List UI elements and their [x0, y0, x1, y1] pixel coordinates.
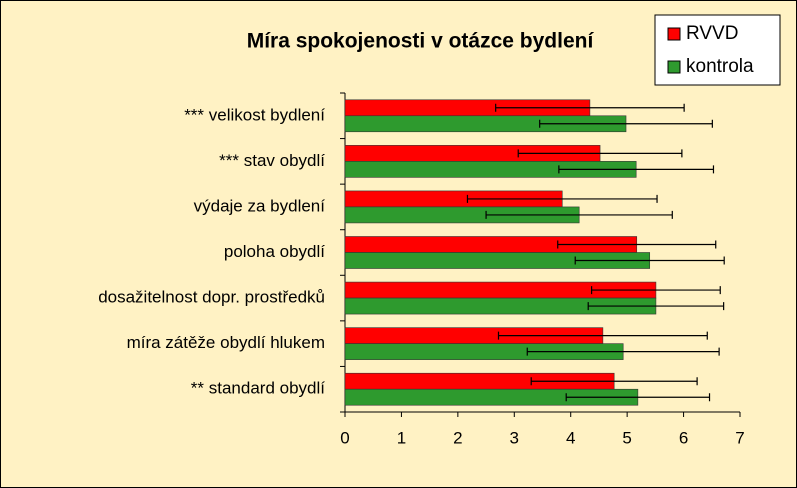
- error-bar: [497, 331, 708, 340]
- legend-swatch: [667, 60, 681, 74]
- error-bar: [565, 393, 711, 402]
- y-tick-label: *** stav obydlí: [219, 151, 325, 170]
- error-bar: [495, 103, 685, 112]
- error-bar: [574, 256, 725, 265]
- legend-label: kontrola: [686, 56, 754, 77]
- error-bar: [530, 377, 698, 386]
- x-tick-label: 1: [397, 428, 406, 447]
- x-tick-label: 5: [622, 428, 631, 447]
- legend-label: RVVD: [686, 23, 738, 44]
- error-bar: [485, 210, 673, 219]
- x-tick-label: 7: [735, 428, 744, 447]
- y-tick-label: dosažitelnost dopr. prostředků: [98, 288, 325, 307]
- x-tick-label: 0: [340, 428, 349, 447]
- x-tick-label: 2: [453, 428, 462, 447]
- error-bar: [466, 194, 658, 203]
- y-tick-label: výdaje za bydlení: [194, 196, 326, 215]
- error-bar: [539, 119, 713, 128]
- error-bar: [526, 347, 720, 356]
- y-tick-label: *** velikost bydlení: [184, 105, 325, 124]
- error-bar: [590, 286, 721, 295]
- x-tick-label: 3: [510, 428, 519, 447]
- error-bar: [587, 302, 725, 311]
- error-bar: [557, 240, 717, 249]
- y-tick-label: míra zátěže obydlí hlukem: [127, 333, 325, 352]
- legend-swatch: [667, 27, 681, 41]
- x-tick-label: 4: [566, 428, 575, 447]
- x-tick-label: 6: [679, 428, 688, 447]
- y-tick-label: ** standard obydlí: [191, 379, 325, 398]
- y-tick-label: poloha obydlí: [224, 242, 325, 261]
- error-bar: [517, 149, 683, 158]
- error-bar: [558, 165, 715, 174]
- chart-title: Míra spokojenosti v otázce bydlení: [247, 30, 595, 53]
